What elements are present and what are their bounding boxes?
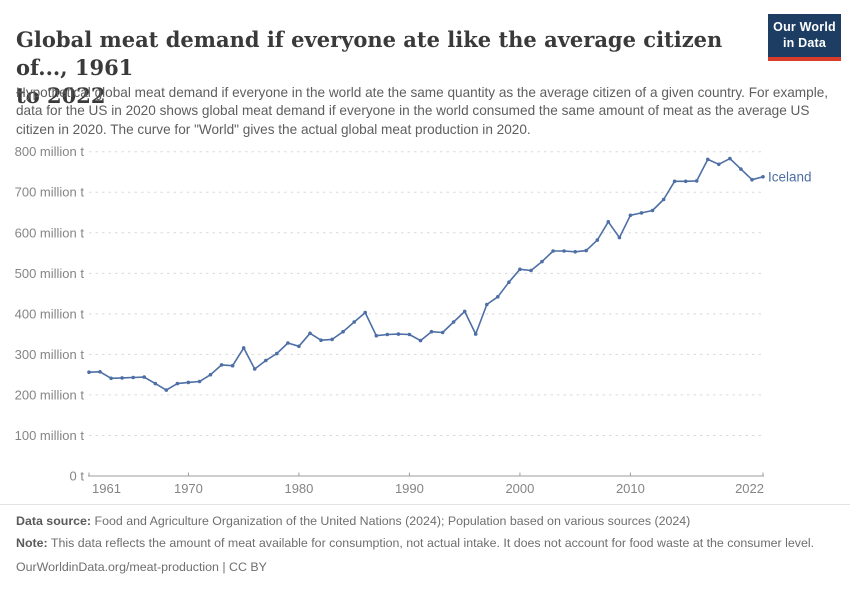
data-point[interactable] — [584, 248, 588, 253]
data-point[interactable] — [319, 338, 323, 342]
data-point[interactable] — [473, 332, 478, 336]
series-line — [88, 157, 764, 391]
y-axis-label: 600 million t — [15, 225, 85, 240]
page-subtitle: Hypothetical global meat demand if every… — [16, 85, 829, 137]
data-source-line: Data source: Food and Agriculture Organi… — [16, 513, 834, 531]
data-point[interactable] — [507, 280, 511, 284]
data-point[interactable] — [694, 179, 699, 183]
data-point[interactable] — [429, 329, 434, 334]
owid-logo-line1: Our World — [773, 19, 836, 34]
data-point[interactable] — [418, 338, 423, 343]
data-point[interactable] — [617, 235, 622, 240]
data-point[interactable] — [451, 320, 456, 324]
data-point[interactable] — [761, 175, 765, 179]
x-axis-label: 1970 — [174, 481, 203, 496]
data-point[interactable] — [628, 213, 633, 218]
data-point[interactable] — [683, 179, 688, 184]
page-title: Global meat demand if everyone ate like … — [16, 26, 761, 110]
data-point[interactable] — [385, 332, 390, 337]
data-point[interactable] — [109, 376, 113, 381]
data-source-label: Data source: — [16, 514, 92, 528]
note-text: This data reflects the amount of meat av… — [47, 535, 815, 550]
data-point[interactable] — [175, 381, 180, 386]
data-point[interactable] — [496, 295, 500, 299]
data-point[interactable] — [595, 238, 600, 242]
y-axis-label: 500 million t — [15, 266, 85, 281]
y-axis-label: 200 million t — [15, 387, 85, 402]
x-axis-label: 1980 — [284, 481, 313, 496]
data-point[interactable] — [264, 358, 268, 363]
page-title-line1: Global meat demand if everyone ate like … — [16, 27, 723, 80]
note-line: Note: This data reflects the amount of m… — [16, 535, 834, 553]
data-point[interactable] — [208, 372, 213, 377]
x-axis-label: 2000 — [505, 481, 534, 496]
data-point[interactable] — [739, 167, 743, 171]
data-point[interactable] — [230, 363, 235, 368]
y-axis-label: 100 million t — [15, 428, 85, 443]
data-point[interactable] — [363, 310, 368, 315]
data-point[interactable] — [286, 341, 290, 345]
data-point[interactable] — [197, 379, 202, 384]
data-point[interactable] — [518, 267, 522, 272]
data-point[interactable] — [672, 179, 677, 184]
data-point[interactable] — [87, 370, 91, 374]
data-point[interactable] — [661, 197, 666, 202]
data-point[interactable] — [562, 249, 566, 253]
data-point[interactable] — [308, 331, 312, 336]
data-point[interactable] — [352, 320, 357, 324]
y-axis-label: 700 million t — [15, 185, 85, 200]
data-point[interactable] — [186, 380, 191, 385]
y-axis-label: 0 t — [70, 469, 85, 484]
data-point[interactable] — [485, 302, 489, 307]
data-point[interactable] — [540, 259, 544, 264]
data-point[interactable] — [606, 220, 611, 224]
data-point[interactable] — [164, 388, 169, 392]
data-point[interactable] — [529, 268, 533, 273]
data-point[interactable] — [142, 375, 146, 379]
data-point[interactable] — [573, 250, 577, 254]
y-axis-label: 400 million t — [15, 306, 85, 321]
data-point[interactable] — [407, 332, 412, 337]
data-point[interactable] — [639, 211, 644, 215]
data-point[interactable] — [440, 330, 445, 335]
data-point[interactable] — [750, 177, 754, 182]
data-point[interactable] — [330, 337, 334, 342]
data-point[interactable] — [341, 329, 345, 334]
owid-logo-line2: in Data — [782, 35, 827, 50]
data-point[interactable] — [153, 381, 158, 386]
x-axis-label: 1990 — [395, 481, 424, 496]
data-point[interactable] — [252, 367, 257, 371]
data-point[interactable] — [297, 344, 301, 349]
footer: Data source: Food and Agriculture Organi… — [0, 504, 850, 577]
data-point[interactable] — [120, 376, 124, 380]
data-point[interactable] — [275, 351, 279, 356]
x-axis-label: 2022 — [735, 481, 764, 496]
y-axis-label: 300 million t — [15, 347, 85, 362]
page-title-line2: to 2022 — [16, 82, 106, 108]
data-source-text: Food and Agriculture Organization of the… — [91, 514, 691, 528]
data-point[interactable] — [706, 157, 710, 162]
data-point[interactable] — [650, 208, 655, 213]
data-point[interactable] — [551, 249, 555, 253]
data-point[interactable] — [241, 346, 246, 350]
owid-logo-text: Our World in Data — [773, 20, 836, 52]
data-point[interactable] — [396, 332, 401, 336]
data-point[interactable] — [462, 309, 467, 314]
data-point[interactable] — [728, 156, 732, 161]
data-point[interactable] — [219, 363, 224, 367]
x-axis-label: 2010 — [616, 481, 645, 496]
data-point[interactable] — [98, 370, 102, 374]
x-axis-label: 1961 — [92, 481, 121, 496]
owid-logo[interactable]: Our World in Data — [768, 14, 841, 61]
citation-line[interactable]: OurWorldinData.org/meat-production | CC … — [16, 560, 267, 575]
chart-canvas[interactable]: 800 million t 700 million t 600 million t 5… — [0, 140, 850, 502]
data-point[interactable] — [374, 333, 379, 338]
y-axis-label: 800 million t — [15, 144, 85, 159]
data-point[interactable] — [131, 375, 135, 380]
data-point[interactable] — [717, 162, 721, 167]
series-end-label: Iceland — [768, 169, 812, 184]
note-label: Note: — [16, 535, 48, 550]
